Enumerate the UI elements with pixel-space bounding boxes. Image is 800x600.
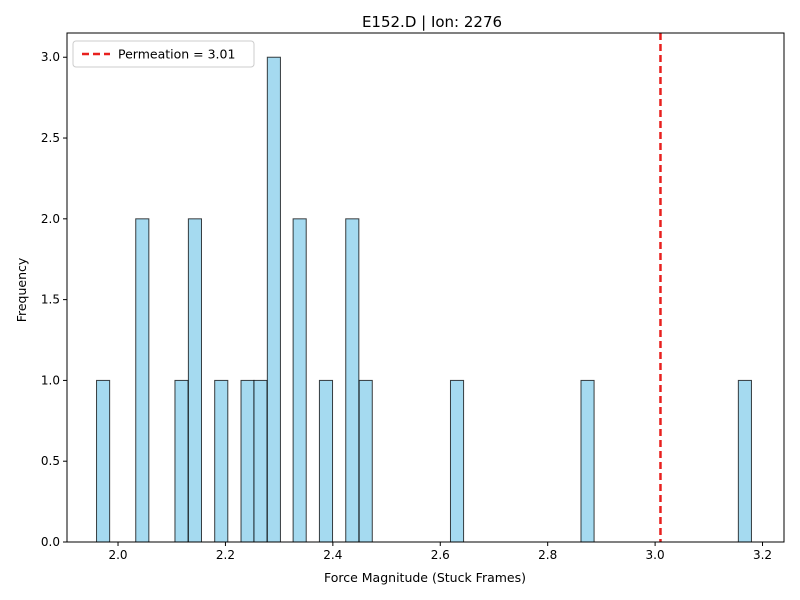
histogram-bar-3	[187, 218, 202, 543]
x-tick-label: 2.8	[538, 548, 557, 562]
histogram-bar-4	[214, 379, 229, 543]
x-tick-label: 3.2	[753, 548, 772, 562]
y-tick-label: 2.0	[41, 212, 60, 226]
histogram-bar-2	[174, 379, 189, 543]
x-tick-label: 2.2	[216, 548, 235, 562]
x-tick-label: 3.0	[646, 548, 665, 562]
histogram-bar-12	[449, 379, 465, 543]
legend-label: Permeation = 3.01	[118, 47, 235, 62]
y-tick-label: 1.5	[41, 293, 60, 307]
chart-title: E152.D | Ion: 2276	[362, 13, 502, 31]
histogram-bar-8	[292, 218, 307, 543]
x-tick-label: 2.4	[323, 548, 342, 562]
histogram-bar-13	[580, 379, 595, 543]
legend: Permeation = 3.01	[72, 40, 255, 68]
histogram-bar-11	[358, 379, 373, 543]
y-tick-label: 1.0	[41, 373, 60, 387]
histogram-bar-0	[96, 379, 111, 543]
histogram-bar-14	[737, 379, 752, 543]
x-tick-label: 2.6	[431, 548, 450, 562]
y-axis-ticks: 0.0 0.5 1.0 1.5 2.0 2.5 3.0	[41, 50, 67, 549]
y-tick-label: 0.0	[41, 535, 60, 549]
x-axis-ticks: 2.0 2.2 2.4 2.6 2.8 3.0 3.2	[108, 542, 772, 562]
histogram-bar-5	[240, 379, 255, 543]
histogram-bar-9	[318, 379, 334, 543]
histogram-bar-1	[135, 218, 150, 543]
bars-group	[96, 56, 752, 543]
histogram-bar-7	[266, 56, 281, 543]
x-tick-label: 2.0	[108, 548, 127, 562]
y-tick-label: 3.0	[41, 50, 60, 64]
y-tick-label: 2.5	[41, 131, 60, 145]
plot-frame	[66, 32, 785, 543]
legend-box	[72, 40, 255, 68]
histogram-bar-6	[253, 379, 268, 543]
x-axis-label: Force Magnitude (Stuck Frames)	[324, 570, 526, 585]
histogram-bar-10	[345, 218, 360, 543]
y-axis-label: Frequency	[14, 257, 29, 322]
y-tick-label: 0.5	[41, 454, 60, 468]
